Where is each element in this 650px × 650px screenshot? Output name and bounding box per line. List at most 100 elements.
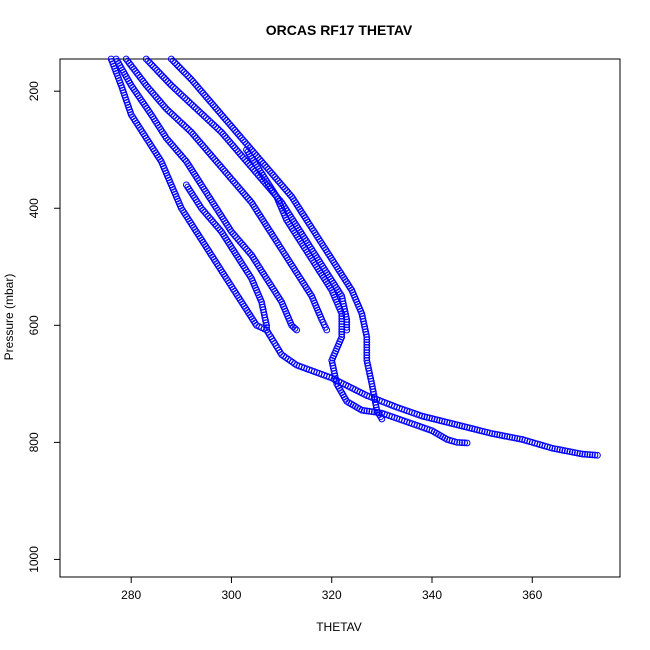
data-point — [201, 91, 209, 99]
data-point — [264, 165, 272, 173]
data-point — [214, 224, 222, 232]
data-point — [224, 119, 232, 126]
data-point — [228, 228, 235, 236]
data-point — [231, 179, 239, 187]
data-point — [169, 142, 177, 150]
data-point — [186, 126, 193, 134]
data-point — [166, 108, 174, 116]
data-point — [561, 447, 569, 455]
data-point — [229, 124, 237, 132]
data-point — [214, 107, 222, 115]
y-tick-label: 1000 — [27, 546, 41, 573]
data-point — [363, 333, 371, 341]
data-point — [204, 148, 212, 156]
data-point — [178, 119, 186, 127]
data-point — [166, 138, 174, 146]
data-point — [224, 136, 232, 144]
data-point — [375, 409, 383, 417]
data-point — [589, 451, 596, 459]
data-point — [239, 189, 247, 197]
y-tick-label: 400 — [27, 198, 41, 218]
data-point — [154, 95, 162, 103]
data-point — [236, 185, 244, 193]
data-point — [162, 134, 170, 142]
data-point — [174, 148, 182, 156]
data-point — [231, 126, 239, 134]
data-point — [338, 310, 346, 318]
data-point — [216, 109, 224, 117]
data-point — [501, 432, 509, 440]
data-point — [144, 83, 152, 91]
data-point — [144, 57, 152, 65]
data-point — [363, 351, 371, 359]
data-point — [373, 408, 381, 416]
data-point — [169, 83, 177, 91]
data-point — [197, 204, 205, 212]
data-point — [160, 74, 168, 82]
y-tick-label: 200 — [27, 81, 41, 101]
data-point — [208, 99, 215, 107]
data-point — [216, 126, 223, 134]
data-point — [183, 96, 191, 104]
data-point — [238, 187, 245, 195]
data-point — [202, 210, 210, 218]
data-point — [281, 185, 289, 193]
data-point — [263, 326, 270, 334]
data-point — [198, 110, 206, 118]
x-tick-label: 360 — [522, 588, 542, 602]
data-point — [196, 85, 204, 93]
data-point — [159, 101, 167, 109]
data-point — [233, 146, 240, 154]
data-point — [151, 65, 159, 72]
data-point — [206, 97, 214, 105]
data-point — [202, 114, 210, 122]
data-point — [156, 97, 164, 105]
data-point — [241, 156, 249, 163]
data-point — [338, 320, 346, 328]
data-point — [568, 448, 576, 456]
data-point — [278, 181, 285, 189]
data-point — [209, 218, 217, 226]
data-point — [209, 101, 217, 109]
data-point — [586, 451, 594, 459]
data-point — [266, 167, 274, 175]
data-point — [175, 89, 183, 96]
data-point — [162, 105, 170, 113]
data-point — [194, 136, 202, 144]
x-axis: 280 300 320 340 360 — [121, 576, 543, 602]
data-point — [157, 70, 164, 78]
data-point — [152, 93, 160, 101]
data-point — [234, 148, 242, 156]
data-point — [219, 130, 227, 138]
data-point — [169, 57, 177, 65]
data-point — [284, 189, 292, 197]
data-point — [202, 93, 210, 101]
data-point — [516, 435, 524, 443]
data-point — [293, 326, 301, 334]
data-point — [181, 94, 189, 102]
data-point — [576, 450, 584, 457]
data-point — [456, 439, 463, 446]
data-point — [171, 144, 179, 152]
data-point — [241, 243, 249, 251]
data-point — [213, 105, 220, 113]
data-point — [238, 152, 245, 159]
data-point — [172, 146, 180, 154]
y-axis-label: Pressure (mbar) — [2, 274, 16, 361]
data-point — [211, 103, 219, 111]
data-point — [191, 103, 198, 111]
data-point — [174, 116, 182, 123]
data-point — [236, 150, 244, 158]
data-point — [231, 232, 239, 239]
data-point — [338, 315, 346, 323]
data-point — [199, 89, 207, 97]
data-point — [173, 61, 181, 68]
data-point — [149, 63, 157, 70]
data-point — [197, 87, 205, 95]
data-point — [238, 134, 245, 142]
data-point — [238, 239, 245, 247]
data-point — [269, 171, 277, 179]
data-point — [493, 431, 501, 438]
data-point — [363, 354, 371, 362]
data-point — [246, 161, 254, 169]
